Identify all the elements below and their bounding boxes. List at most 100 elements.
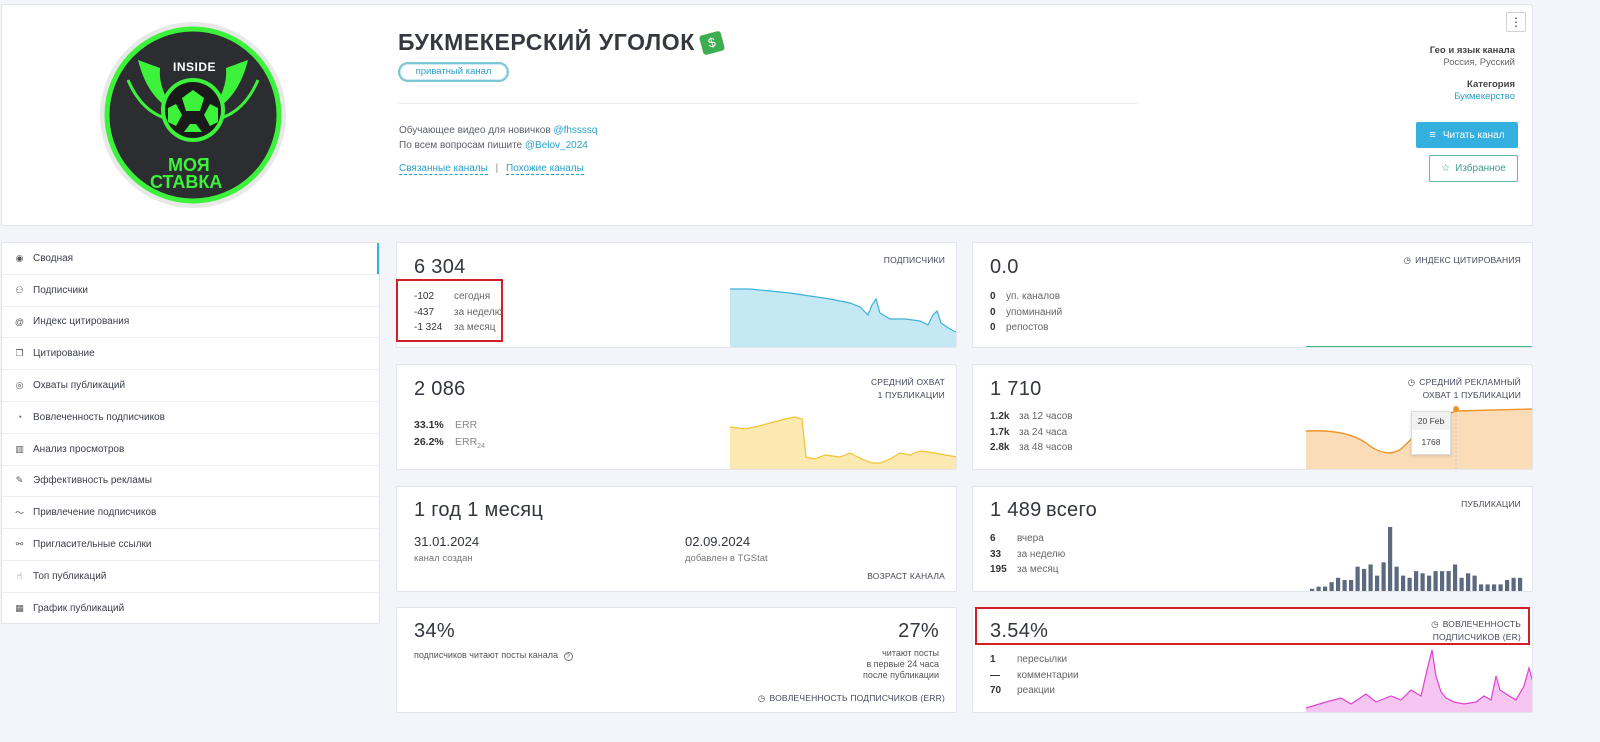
subscribers-row-value: -102 [414,291,435,303]
publication-bar [1479,584,1484,591]
publications-row-value: 6 [990,533,996,545]
logo-line1: МОЯ [168,155,210,175]
er-chart [1306,649,1532,712]
category-value-link[interactable]: Букмекерство [1454,91,1515,102]
er-caption: ◷ ВОВЛЕЧЕННОСТЬ ПОДПИСЧИКОВ (ER) [1431,618,1521,644]
publication-bar [1492,584,1497,591]
sidebar-item-2[interactable]: @ Индекс цитирования [2,307,379,339]
age-caption: ВОЗРАСТ КАНАЛА [867,571,945,581]
publication-bar [1336,577,1341,591]
sidebar-item-1[interactable]: ⚇ Подписчики [2,275,379,307]
vertical-dots-icon: ⋮ [1510,15,1522,29]
publications-row-label: вчера [1017,533,1044,545]
info-icon: ◷ [1403,255,1412,265]
err-card[interactable]: 34% подписчиков читают посты канала ? 27… [396,607,957,713]
sidebar-item-3[interactable]: ❐ Цитирование [2,338,379,371]
sidebar-item-7[interactable]: ✎ Эффективность рекламы [2,466,379,498]
ad_reach-row-label: за 48 часов [1019,442,1073,454]
sidebar-item-label: Сводная [33,252,74,264]
channel-age-card: 1 год 1 месяц 31.01.2024 канал создан 02… [396,486,957,592]
er-row-value: 70 [990,685,1002,697]
publications-stats: 6 вчера 33 за неделю 195 за месяц [990,531,1065,578]
citation-row-label: уп. каналов [1006,291,1061,303]
publication-bar [1472,575,1477,591]
subscribers-row-label: за месяц [454,322,496,334]
highlight-box-er [975,607,1530,645]
citation-caption: ◷ ИНДЕКС ЦИТИРОВАНИЯ [1404,254,1522,267]
err-readers-label-text: подписчиков читают посты канала [414,650,559,660]
publication-bar [1505,580,1510,591]
added-block: 02.09.2024 добавлен в TGStat [685,534,768,564]
desc-link-1[interactable]: @fhssssq [553,125,598,136]
reach-card[interactable]: 2 086 СРЕДНИЙ ОХВАТ 1 ПУБЛИКАЦИИ 33.1% ER… [396,364,957,470]
similar-channels-link[interactable]: Похожие каналы [506,163,584,175]
citation-chart-baseline [1306,346,1532,347]
channel-title: БУКМЕКЕРСКИЙ УГОЛОК $ [398,29,726,56]
eye-icon: ◎ [15,380,24,391]
link-icon: ⚯ [15,539,24,550]
sidebar-item-8[interactable]: 〜 Привлечение подписчиков [2,497,379,530]
favorite-button[interactable]: ☆ Избранное [1429,155,1518,182]
created-date: 31.01.2024 [414,534,480,549]
subscribers-row-value: -1 324 [414,322,443,334]
reach-caption-line-2: 1 ПУБЛИКАЦИИ [877,390,945,400]
ad_reach-row-value: 1.2k [990,411,1010,423]
favorite-label: Избранное [1455,163,1506,174]
ad_reach-row-value: 1.7k [990,426,1010,438]
read-channel-button[interactable]: ≡ Читать канал [1416,122,1518,148]
publication-bar [1329,582,1334,591]
publication-bar [1394,566,1399,591]
err-readers-value: 34% [414,620,455,642]
er-caption-text-1: ВОВЛЕЧЕННОСТЬ [1442,619,1521,629]
sidebar-item-0[interactable]: ◉ Сводная [2,243,379,275]
engagement-icon: ◔ [16,412,23,423]
err-24h-label-3: после публикации [863,670,939,680]
sidebar-item-label: Анализ просмотров [33,443,125,455]
sidebar-item-11[interactable]: ▦ График публикаций [2,593,379,623]
sidebar-item-6[interactable]: ▥ Анализ просмотров [2,434,379,466]
publication-bar [1362,568,1367,591]
logo-line2: СТАВКА [150,172,223,192]
category-label: Категория [1467,79,1515,90]
publications-total-suffix: всего [1046,499,1098,521]
citation-value: 0.0 [990,256,1019,278]
subscribers-card[interactable]: 6 304 ПОДПИСЧИКИ -102 сегодня -437 за недел… [396,242,957,348]
publication-bar [1459,577,1464,591]
desc-link-2[interactable]: @Belov_2024 [524,140,588,151]
publication-bar [1511,577,1516,591]
sidebar-item-10[interactable]: ☝ Топ публикаций [2,561,379,593]
sidebar-item-4[interactable]: ◎ Охваты публикаций [2,370,379,402]
er-row: 1 пересылки [990,652,1079,668]
publications-row-value: 33 [990,548,1002,560]
publication-bar [1375,575,1380,591]
logo-top-text: INSIDE [173,60,217,74]
ad-reach-card[interactable]: 1 710 ◷ СРЕДНИЙ РЕКЛАМНЫЙ ОХВАТ 1 ПУБЛИКА… [972,364,1533,470]
publications-value: 1 489 всего [990,499,1097,522]
ad-reach-caption-line-2: ОХВАТ 1 ПУБЛИКАЦИИ [1422,390,1521,400]
ad_reach-row-value: 2.8k [990,442,1010,454]
ad_reach-row: 2.8k за 48 часов [990,440,1073,456]
sidebar-item-9[interactable]: ⚯ Пригласительные ссылки [2,529,379,561]
info-icon: ◷ [757,693,766,703]
help-icon[interactable]: ? [563,652,573,661]
sidebar-item-label: Привлечение подписчиков [33,507,157,519]
more-options-button[interactable]: ⋮ [1506,12,1526,32]
er-stats: 1 пересылки — комментарии 70 реакции [990,652,1079,699]
publication-bar [1381,562,1386,591]
publications-row: 33 за неделю [990,547,1065,563]
sidebar-item-label: Пригласительные ссылки [33,539,152,551]
subscribers-chart [730,288,956,347]
citation-card[interactable]: 0.0 ◷ ИНДЕКС ЦИТИРОВАНИЯ 0 уп. каналов 0 упо… [972,242,1533,348]
citation-row-value: 0 [990,306,996,318]
sidebar-item-5[interactable]: ◔ Вовлеченность подписчиков [2,402,379,434]
desc-line-1-text: Обучающее видео для новичков [399,125,551,136]
sidebar-item-label: Топ публикаций [33,570,107,582]
err-24h-label: читают посты в первые 24 часа после публ… [863,648,939,681]
channel-avatar: INSIDE МОЯ СТАВКА [98,20,288,210]
subscribers-row: -102 сегодня [414,289,502,305]
related-channels-link[interactable]: Связанные каналы [399,163,488,175]
bar-chart-icon: ▥ [15,443,24,454]
publication-bar [1349,580,1354,591]
reach-caption: СРЕДНИЙ ОХВАТ 1 ПУБЛИКАЦИИ [871,376,945,402]
publications-card[interactable]: 1 489 всего ПУБЛИКАЦИИ 6 вчера 33 за неделю… [972,486,1533,592]
